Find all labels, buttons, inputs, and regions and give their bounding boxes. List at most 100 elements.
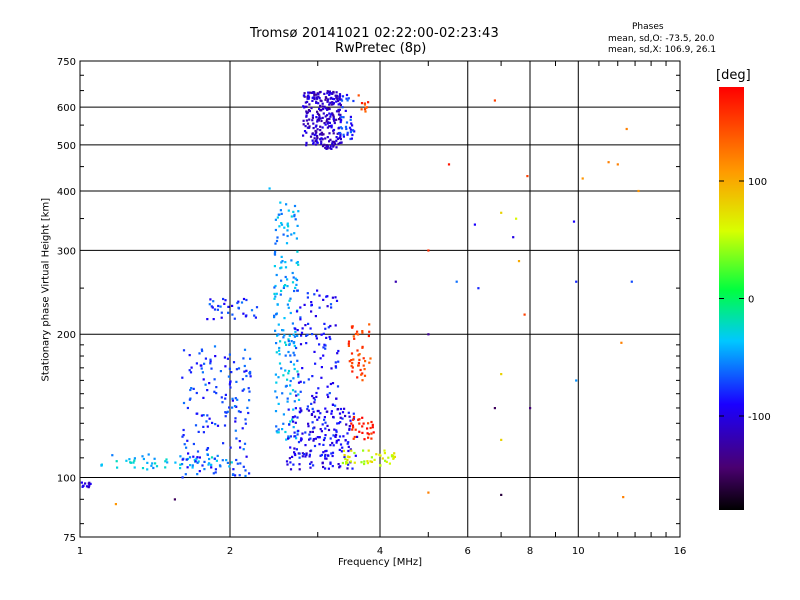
data-point (337, 142, 340, 145)
data-point (221, 401, 224, 404)
data-point (622, 496, 625, 499)
data-point (186, 439, 189, 442)
data-point (362, 449, 365, 452)
data-point (347, 411, 350, 414)
data-point (346, 459, 349, 462)
data-point (210, 466, 213, 469)
y-tick-label: 75 (63, 533, 76, 544)
data-point (316, 418, 319, 421)
data-point (285, 438, 288, 441)
data-point (277, 431, 280, 434)
data-point (308, 125, 311, 128)
data-point (305, 141, 308, 144)
data-point (276, 216, 279, 219)
data-point (339, 104, 342, 107)
data-point (224, 411, 227, 414)
data-point (321, 423, 324, 426)
data-point (350, 359, 353, 362)
data-point (282, 233, 285, 236)
data-point (304, 105, 307, 108)
data-point (296, 359, 299, 362)
data-point (209, 298, 212, 301)
data-point (229, 446, 232, 449)
data-point (329, 101, 332, 104)
data-point (199, 364, 202, 367)
data-point (324, 434, 327, 437)
data-point (341, 417, 344, 420)
data-point (324, 453, 327, 457)
data-point (616, 163, 619, 166)
data-point (242, 357, 245, 360)
data-point (280, 255, 283, 258)
data-point (366, 462, 369, 465)
data-point (284, 341, 287, 344)
data-point (237, 410, 240, 413)
data-point (216, 424, 220, 427)
data-point (200, 414, 203, 417)
data-point (154, 462, 157, 465)
data-point (203, 468, 206, 471)
data-point (338, 97, 341, 100)
data-point (186, 457, 189, 461)
data-point (334, 404, 337, 407)
data-point (338, 118, 341, 121)
data-point (291, 322, 294, 325)
data-point (362, 364, 365, 367)
data-point (189, 388, 192, 392)
data-point (361, 330, 364, 333)
data-point (289, 297, 292, 300)
data-point (275, 351, 278, 354)
data-point (324, 327, 327, 330)
data-point (297, 441, 301, 444)
data-point (372, 431, 375, 434)
data-point (312, 464, 315, 467)
data-point (201, 464, 204, 467)
data-point (248, 472, 251, 475)
data-point (326, 92, 329, 95)
data-point (300, 334, 303, 337)
data-point (280, 223, 284, 226)
data-point (331, 140, 334, 143)
data-point (293, 400, 296, 403)
data-point (189, 397, 192, 400)
data-point (304, 444, 307, 447)
data-point (314, 362, 317, 365)
data-point (321, 102, 324, 105)
data-point (307, 94, 310, 97)
data-point (379, 454, 382, 457)
data-point (324, 467, 327, 470)
data-point (242, 297, 246, 301)
data-point (311, 407, 314, 410)
data-point (295, 237, 298, 240)
data-point (335, 429, 338, 432)
data-point (340, 141, 343, 144)
data-point (329, 337, 332, 341)
y-tick-label: 100 (57, 474, 76, 485)
data-point (334, 435, 337, 438)
x-tick-label: 4 (377, 546, 383, 557)
data-point (322, 332, 325, 335)
data-point (324, 457, 327, 460)
data-point (231, 397, 234, 400)
phase-stats-title: Phases (632, 22, 664, 32)
data-point (241, 427, 244, 430)
data-point (331, 403, 335, 406)
data-point (186, 406, 189, 410)
data-point (338, 93, 342, 96)
data-point (322, 443, 325, 446)
data-point (249, 375, 252, 378)
data-point (302, 119, 305, 122)
data-point (235, 458, 238, 462)
data-point (327, 107, 330, 110)
data-point (312, 438, 315, 441)
data-point (344, 439, 347, 442)
data-point (332, 415, 335, 419)
data-point (335, 100, 338, 103)
y-tick-label: 400 (57, 187, 76, 198)
data-point (291, 389, 295, 392)
data-point (313, 350, 316, 353)
data-point (348, 360, 351, 363)
data-point (224, 415, 227, 418)
data-point (329, 303, 333, 306)
